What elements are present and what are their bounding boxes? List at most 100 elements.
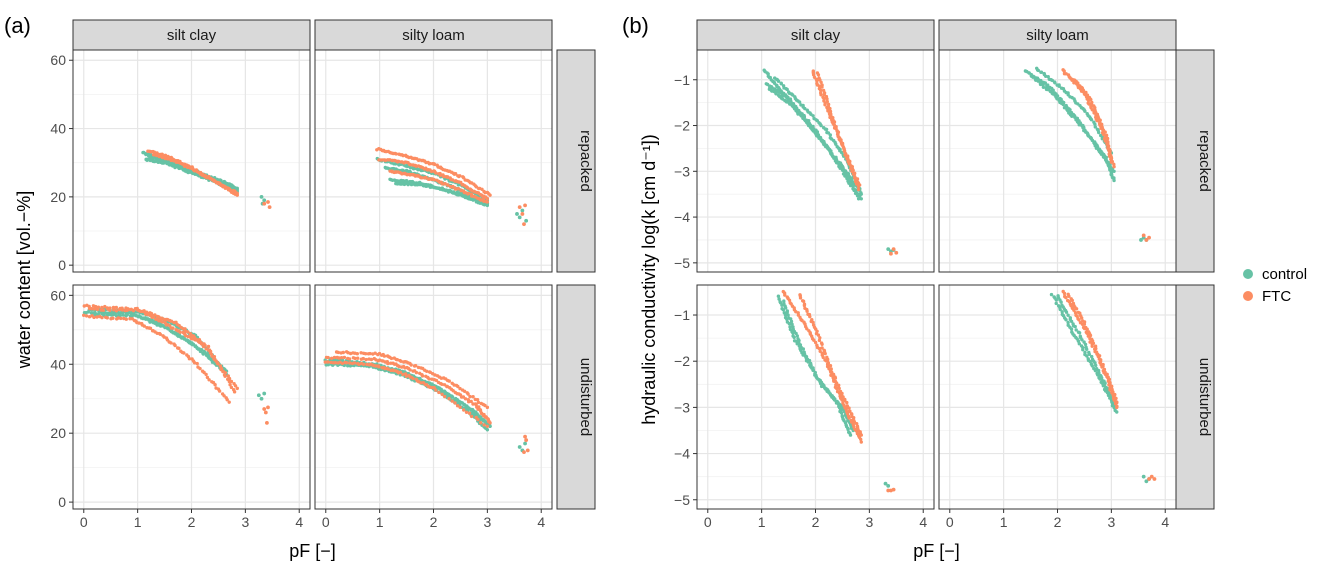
data-point — [155, 153, 159, 158]
data-point — [427, 377, 431, 381]
data-point — [1060, 310, 1064, 314]
data-point — [225, 398, 229, 402]
data-point — [1144, 238, 1149, 242]
data-point — [1102, 367, 1107, 372]
data-point — [839, 411, 844, 415]
data-point — [480, 187, 484, 191]
data-point — [447, 397, 451, 401]
data-point — [1077, 331, 1082, 335]
data-point — [464, 410, 469, 414]
x-tick-label: 0 — [322, 514, 330, 530]
data-point — [169, 319, 174, 323]
legend: control FTC — [1243, 266, 1307, 305]
data-point — [482, 199, 486, 203]
data-point — [198, 366, 202, 371]
x-tick-label: 2 — [430, 514, 438, 530]
data-point — [1141, 474, 1146, 479]
data-point — [816, 73, 821, 77]
data-point — [485, 424, 490, 428]
data-point — [111, 312, 116, 317]
data-point — [455, 404, 460, 408]
data-point — [1078, 311, 1082, 315]
data-point — [144, 317, 148, 321]
data-point — [1072, 308, 1076, 312]
data-point — [1059, 300, 1063, 304]
data-point — [1094, 363, 1098, 368]
data-point — [1144, 479, 1149, 484]
data-point — [364, 357, 368, 362]
data-point — [395, 358, 399, 362]
data-point — [469, 399, 473, 404]
data-point — [1085, 347, 1089, 351]
data-point — [332, 355, 337, 360]
data-point — [1090, 344, 1094, 348]
data-point — [1054, 298, 1059, 302]
x-tick-label: 0 — [80, 514, 88, 530]
data-point — [824, 127, 829, 132]
data-point — [204, 347, 208, 351]
data-point — [199, 348, 204, 352]
data-point — [848, 433, 853, 437]
data-point — [1093, 122, 1097, 127]
data-point — [1070, 114, 1074, 119]
data-point — [1038, 82, 1043, 87]
data-point — [1049, 292, 1054, 297]
data-point — [399, 359, 403, 363]
data-point — [450, 399, 454, 403]
data-point — [323, 360, 327, 364]
data-point — [1101, 364, 1105, 369]
strip-row-label: undisturbed — [577, 358, 594, 436]
data-point — [801, 299, 806, 303]
data-point — [227, 379, 231, 384]
data-point — [815, 79, 819, 83]
data-point — [1074, 307, 1079, 311]
data-point — [820, 85, 824, 89]
y-tick-label: −2 — [674, 353, 690, 369]
data-point — [825, 99, 829, 104]
data-point — [811, 320, 815, 325]
data-point — [186, 330, 190, 334]
data-point — [203, 343, 207, 348]
data-point — [827, 391, 831, 395]
data-point — [819, 93, 823, 97]
data-point — [1067, 294, 1071, 298]
data-point — [382, 354, 387, 358]
data-point — [128, 308, 133, 312]
data-point — [90, 307, 94, 311]
data-point — [142, 324, 146, 328]
data-point — [326, 363, 330, 367]
data-point — [100, 315, 104, 320]
data-point — [453, 172, 458, 176]
y-tick-label: −2 — [674, 118, 690, 134]
y-tick-label: 0 — [58, 257, 66, 273]
data-point — [471, 197, 476, 202]
data-point — [525, 448, 530, 453]
data-point — [1058, 307, 1062, 312]
data-point — [475, 398, 480, 402]
data-point — [1062, 106, 1067, 110]
x-tick-label: 4 — [1161, 514, 1169, 530]
data-point — [374, 364, 378, 368]
data-point — [92, 307, 97, 311]
data-point — [818, 336, 822, 340]
data-point — [859, 440, 863, 444]
data-point — [777, 297, 781, 301]
data-point — [1139, 238, 1143, 242]
y-tick-label: 40 — [50, 356, 66, 372]
data-point — [453, 401, 457, 405]
data-point — [834, 126, 838, 130]
data-point — [789, 319, 794, 324]
data-point — [790, 322, 794, 326]
data-point — [394, 152, 398, 156]
data-point — [809, 363, 813, 368]
data-point — [228, 383, 232, 387]
data-point — [857, 183, 862, 187]
data-point — [82, 313, 86, 317]
data-point — [467, 400, 471, 404]
data-point — [855, 177, 860, 181]
data-point — [1149, 474, 1154, 479]
data-point — [1087, 352, 1092, 356]
data-point — [114, 309, 119, 313]
data-point — [819, 381, 823, 386]
data-point — [828, 149, 833, 153]
